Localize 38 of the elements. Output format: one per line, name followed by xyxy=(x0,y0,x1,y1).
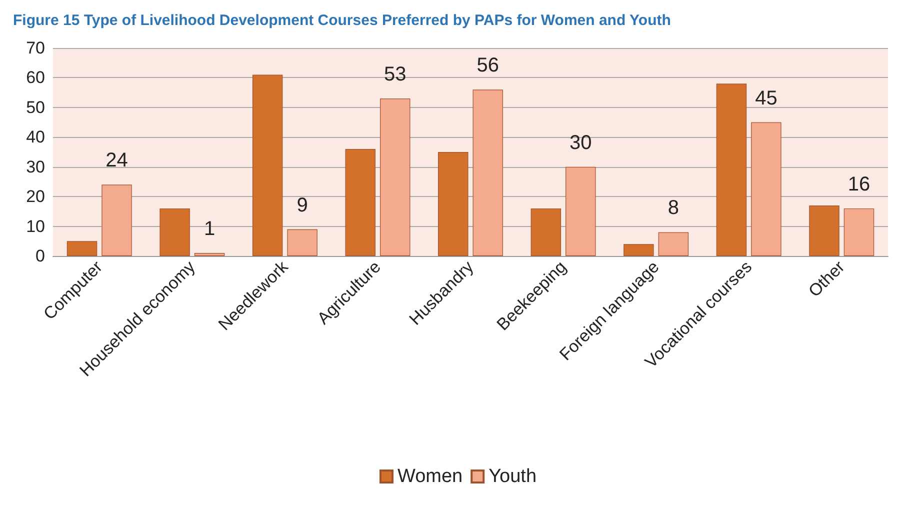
bar xyxy=(252,74,283,256)
y-tick-label: 30 xyxy=(26,157,45,176)
bar xyxy=(566,166,596,256)
data-label: 45 xyxy=(755,87,778,110)
data-label: 24 xyxy=(106,150,128,172)
data-label: 9 xyxy=(296,194,308,216)
bar xyxy=(102,184,132,256)
y-tick-label: 60 xyxy=(26,68,45,88)
y-tick-label: 10 xyxy=(26,216,45,236)
legend-label: Youth xyxy=(488,466,537,487)
bar xyxy=(716,84,747,256)
chart-title: Figure 15 Type of Livelihood Development Courses Preferred by PAPs for Women and Youth xyxy=(13,12,671,29)
y-tick-label: 50 xyxy=(26,98,45,117)
y-tick-label: 20 xyxy=(26,187,45,206)
bar xyxy=(194,253,225,256)
y-tick-label: 0 xyxy=(36,246,45,266)
data-label: 8 xyxy=(668,197,679,220)
data-label: 1 xyxy=(204,218,216,240)
bar xyxy=(345,149,376,256)
bar xyxy=(751,122,782,256)
bar xyxy=(658,232,689,256)
legend-label: Women xyxy=(397,466,463,487)
bar xyxy=(809,205,840,256)
bar xyxy=(624,244,654,256)
bar xyxy=(844,208,874,256)
data-label: 30 xyxy=(570,132,592,154)
bar xyxy=(472,90,503,256)
bar xyxy=(530,208,562,256)
bar xyxy=(438,152,468,256)
bar xyxy=(160,208,190,256)
data-label: 56 xyxy=(476,54,499,77)
y-tick-label: 70 xyxy=(26,38,45,58)
y-tick-label: 40 xyxy=(26,128,45,147)
data-label: 16 xyxy=(848,173,870,196)
bar xyxy=(287,229,318,256)
data-label: 53 xyxy=(384,64,406,86)
bar xyxy=(380,98,410,256)
bar xyxy=(66,241,98,256)
